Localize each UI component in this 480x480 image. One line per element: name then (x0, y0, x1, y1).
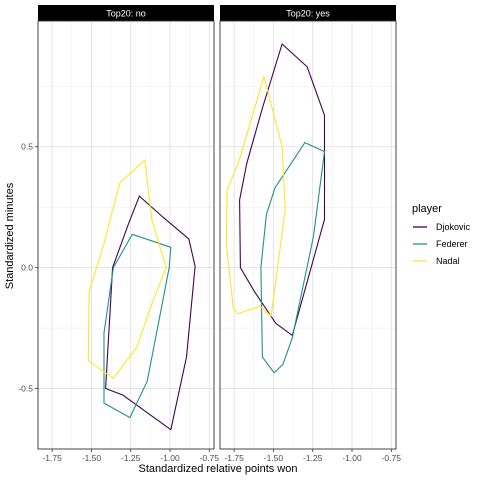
legend-entry-nadal: Nadal (413, 256, 460, 266)
panel-0: Top20: no (37, 5, 215, 450)
grid-lines (220, 21, 396, 450)
legend-entry-djokovic: Djokovic (413, 222, 471, 232)
x-axis-title: Standardized relative points won (139, 463, 298, 475)
hull-nadal (225, 76, 286, 317)
x-tick-label: -1.25 (303, 453, 323, 463)
x-tick-label: -0.75 (200, 453, 220, 463)
axes-layer: -1.75 -1.50 -1.25 -1.00 -0.75 -1.75 -1.50 -1.25… (18, 142, 401, 463)
panels-layer: Top20: no Top20: yes (37, 5, 397, 450)
x-tick-label: -1.00 (342, 453, 362, 463)
legend-label: Federer (436, 239, 468, 249)
panel-border (219, 20, 397, 450)
x-tick-label: -1.50 (82, 453, 102, 463)
y-axis-title: Standardized minutes (4, 182, 16, 289)
x-tick-label: -1.75 (42, 453, 62, 463)
x-tick-label: -1.00 (160, 453, 180, 463)
hull-nadal (87, 159, 167, 379)
facet-strip-label: Top20: no (106, 9, 146, 19)
hull-djokovic (239, 43, 326, 336)
y-tick-label: -0.5 (18, 384, 33, 394)
y-tick-label: 0.0 (21, 263, 33, 273)
facet-strip-label: Top20: yes (286, 9, 330, 19)
hull-djokovic (105, 195, 196, 431)
legend-entry-federer: Federer (413, 239, 468, 249)
y-tick-label: 0.5 (21, 142, 33, 152)
panel-1: Top20: yes (219, 5, 397, 450)
legend-label: Djokovic (436, 222, 471, 232)
hull-federer (103, 233, 172, 419)
legend: player Djokovic Federer Nadal (412, 203, 471, 266)
panel-border (37, 20, 215, 450)
legend-title: player (412, 203, 442, 215)
x-tick-label: -1.50 (264, 453, 284, 463)
facet-strip (220, 5, 396, 21)
facet-strip (38, 5, 214, 21)
x-tick-label: -1.25 (121, 453, 141, 463)
x-tick-label: -0.75 (382, 453, 402, 463)
x-tick-label: -1.75 (224, 453, 244, 463)
hull-federer (260, 142, 326, 374)
legend-label: Nadal (436, 256, 460, 266)
grid-lines (38, 21, 214, 450)
